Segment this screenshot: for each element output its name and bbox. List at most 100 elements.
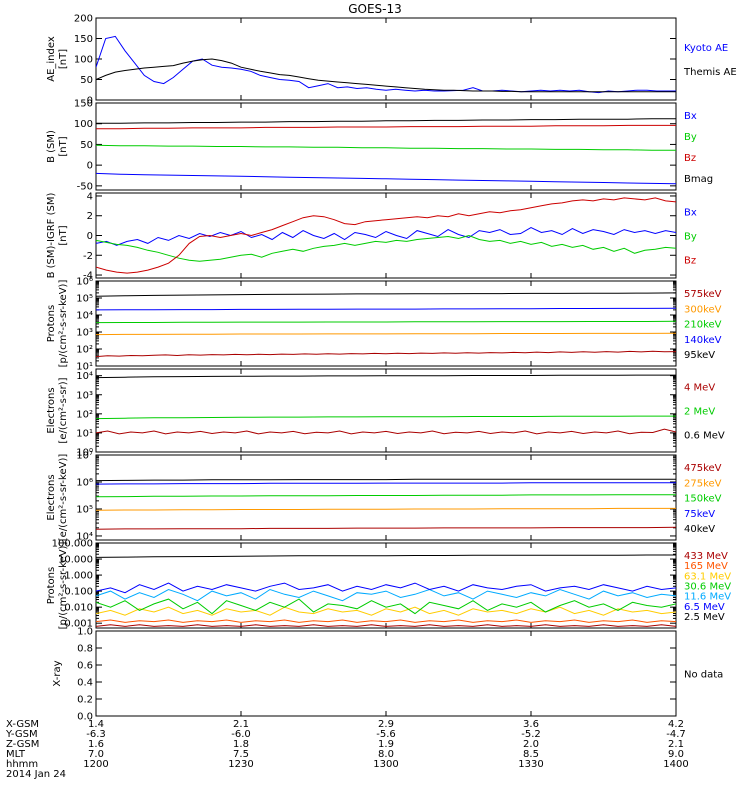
panel-xray: 0.0 0.2 0.4 0.6 0.8 1.0 X-ray No data <box>52 627 723 723</box>
series-line-140kev <box>96 307 676 311</box>
y-tick-label: 0 <box>87 161 93 172</box>
y-axis-label: B (SM)-IGRF (SM) <box>46 193 57 279</box>
y-tick-label: 0 <box>87 231 93 242</box>
y-axis-label: AE_index <box>46 36 57 82</box>
no-data-label: No data <box>684 670 723 681</box>
ephemeris-value: 1.8 <box>233 739 249 750</box>
legend-bx: Bx <box>684 111 697 122</box>
y-tick-label: 50 <box>80 75 93 86</box>
y-tick-label: 10² <box>76 345 93 356</box>
y-tick-label: 10⁴ <box>76 531 93 542</box>
ephemeris-value: 1400 <box>663 759 688 770</box>
legend-140kev: 140keV <box>684 335 722 346</box>
y-tick-label: 0.0 <box>77 712 93 723</box>
series-line-2-5-mev <box>96 554 676 558</box>
ephemeris-row-label: X-GSM <box>6 719 39 730</box>
ephemeris-value: 1.9 <box>378 739 394 750</box>
y-tick-label: 10² <box>76 409 93 420</box>
y-tick-label: 0.2 <box>77 695 93 706</box>
legend-475kev: 475keV <box>684 463 722 474</box>
y-tick-label: 1.0 <box>77 627 93 638</box>
y-tick-label: 10⁶ <box>76 277 93 288</box>
y-tick-label: -50 <box>77 181 93 192</box>
ephemeris-row-label: Y-GSM <box>5 729 38 740</box>
y-axis-label: [nT] <box>58 136 69 156</box>
ephemeris-value: -6.0 <box>231 729 251 740</box>
y-axis-label: [e/(cm²-s-sr-keV)] <box>58 454 69 542</box>
legend-165-mev: 165 MeV <box>684 561 728 572</box>
ephemeris-row-label: MLT <box>6 749 26 760</box>
series-line-75kev <box>96 482 676 485</box>
y-tick-label: 100.000 <box>52 539 93 550</box>
series-line-6-5-mev <box>96 582 676 594</box>
legend-75kev: 75keV <box>684 509 715 520</box>
y-tick-label: 0.100 <box>64 587 93 598</box>
series-line-4-mev <box>96 428 676 435</box>
series-line-30-6-mev <box>96 598 676 615</box>
y-tick-label: 10⁴ <box>76 311 93 322</box>
y-tick-label: 50 <box>80 140 93 151</box>
ephemeris-row-label: Z-GSM <box>6 739 39 750</box>
ephemeris-value: 9.0 <box>668 749 684 760</box>
y-tick-label: 10⁵ <box>76 294 93 305</box>
panel-frame <box>95 630 677 717</box>
y-tick-label: 200 <box>74 14 93 25</box>
legend-2-mev: 2 MeV <box>684 407 715 418</box>
legend-95kev: 95keV <box>684 350 715 361</box>
series-line-themis-ae <box>96 58 676 93</box>
y-tick-label: 0.010 <box>64 603 93 614</box>
series-line-275kev <box>96 507 676 511</box>
y-tick-label: 0.4 <box>77 678 93 689</box>
panel-protons2: 0.001 0.010 0.100 1.000 10.000 100.000 Protons… <box>46 539 731 630</box>
legend-275kev: 275keV <box>684 478 722 489</box>
y-tick-label: 10³ <box>76 390 93 401</box>
y-axis-label: Electrons <box>46 387 57 433</box>
y-axis-label: Electrons <box>46 474 57 520</box>
y-axis-label: [p/(cm²-s-sr-keV)] <box>58 542 69 630</box>
legend-4-mev: 4 MeV <box>684 383 715 394</box>
y-axis-label: [p/(cm²-s-sr-keV)] <box>58 280 69 368</box>
legend-bz: Bz <box>684 153 696 164</box>
y-tick-label: 150 <box>74 99 93 110</box>
y-tick-label: -2 <box>83 251 93 262</box>
ephemeris-value: 7.5 <box>233 749 249 760</box>
panel-ae: 0 50 100 150 200 AE_index [nT] Kyoto AE Themis A… <box>46 14 737 107</box>
series-line-11-6-mev <box>96 588 676 602</box>
panel-frame <box>95 192 677 279</box>
ephemeris-value: 2.9 <box>378 719 394 730</box>
ephemeris-value: -4.7 <box>666 729 686 740</box>
legend-30-6-mev: 30.6 MeV <box>684 582 731 593</box>
panel-frame <box>95 368 677 453</box>
y-axis-label: X-ray <box>52 660 63 686</box>
ephemeris-row-label: hhmm <box>6 759 38 770</box>
y-tick-label: 10¹ <box>76 428 93 439</box>
series-line-by <box>96 144 676 151</box>
legend-bmag: Bmag <box>684 174 713 185</box>
ephemeris-value: 8.5 <box>523 749 539 760</box>
ephemeris-value: 1.6 <box>88 739 104 750</box>
y-tick-label: 10³ <box>76 328 93 339</box>
panel-frame <box>95 17 677 101</box>
ephemeris-value: 8.0 <box>378 749 394 760</box>
y-axis-label: Protons <box>46 305 57 342</box>
ephemeris-table: X-GSM 1.4 2.1 2.9 3.6 4.2 Y-GSM -6.3 -6.0 -5.6 -5.… <box>5 719 689 780</box>
series-line-475kev <box>96 526 676 530</box>
legend-themis-ae: Themis AE <box>683 67 737 78</box>
series-line-2-mev <box>96 415 676 420</box>
series-line-165-mev <box>96 619 676 623</box>
ephemeris-value: -5.6 <box>376 729 396 740</box>
legend-bx: Bx <box>684 208 697 219</box>
legend-63-1-mev: 63.1 MeV <box>684 571 731 582</box>
panel-electrons2: 10⁴ 10⁵ 10⁶ 10⁷ Electrons [e/(cm²-s-sr-keV)] 4… <box>46 451 722 543</box>
y-tick-label: 150 <box>74 34 93 45</box>
y-tick-label: 0.6 <box>77 661 93 672</box>
legend-kyoto-ae: Kyoto AE <box>684 43 728 54</box>
y-tick-label: 4 <box>87 191 93 202</box>
y-tick-label: 0.8 <box>77 644 93 655</box>
series-line-433-mev <box>96 624 676 627</box>
y-tick-label: 10⁷ <box>76 451 93 462</box>
legend-bz: Bz <box>684 256 696 267</box>
ephemeris-value: 1330 <box>518 759 543 770</box>
ephemeris-value: -6.3 <box>86 729 106 740</box>
